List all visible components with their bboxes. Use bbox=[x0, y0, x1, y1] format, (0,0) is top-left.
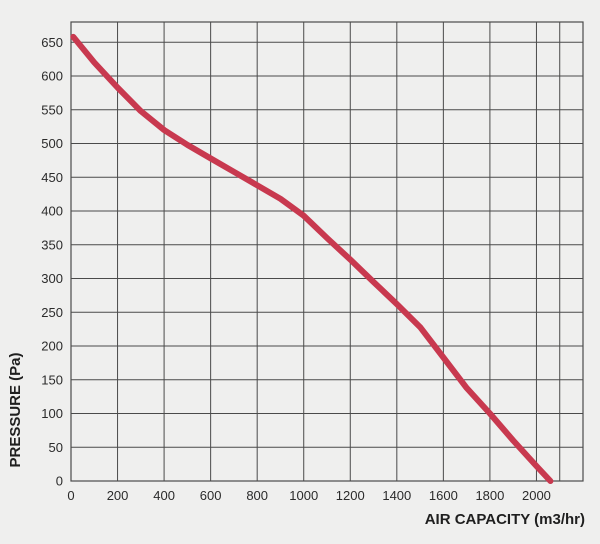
y-tick-label: 350 bbox=[41, 237, 63, 252]
y-tick-label: 200 bbox=[41, 339, 63, 354]
y-tick-label: 250 bbox=[41, 305, 63, 320]
y-tick-label: 600 bbox=[41, 69, 63, 84]
x-tick-label: 800 bbox=[246, 488, 268, 503]
x-tick-label: 400 bbox=[153, 488, 175, 503]
plot-frame bbox=[70, 21, 584, 482]
x-tick-label: 600 bbox=[200, 488, 222, 503]
x-axis-ticks: 0 200 400 600 800 1000 1200 1400 1600 1800 2000 bbox=[67, 488, 551, 503]
x-tick-label: 1400 bbox=[382, 488, 411, 503]
x-axis-title: AIR CAPACITY (m3/hr) bbox=[425, 511, 585, 528]
grid bbox=[70, 21, 584, 482]
y-axis-ticks: 0 50 100 150 200 250 300 350 400 450 500 550 600 650 bbox=[41, 35, 63, 489]
x-tick-label: 1200 bbox=[336, 488, 365, 503]
x-tick-label: 1600 bbox=[429, 488, 458, 503]
pressure-curve-line bbox=[70, 33, 554, 484]
y-axis-title: PRESSURE (Pa) bbox=[7, 352, 24, 467]
x-tick-label: 1000 bbox=[289, 488, 318, 503]
y-tick-label: 550 bbox=[41, 102, 63, 117]
y-tick-label: 450 bbox=[41, 170, 63, 185]
x-tick-label: 2000 bbox=[522, 488, 551, 503]
x-tick-label: 1800 bbox=[475, 488, 504, 503]
y-tick-label: 500 bbox=[41, 136, 63, 151]
y-tick-label: 400 bbox=[41, 204, 63, 219]
y-tick-label: 0 bbox=[56, 474, 63, 489]
y-tick-label: 650 bbox=[41, 35, 63, 50]
series-layer bbox=[70, 33, 554, 484]
y-tick-label: 100 bbox=[41, 406, 63, 421]
y-tick-label: 150 bbox=[41, 372, 63, 387]
x-tick-label: 0 bbox=[67, 488, 74, 503]
x-tick-label: 200 bbox=[107, 488, 129, 503]
y-tick-label: 300 bbox=[41, 271, 63, 286]
y-tick-label: 50 bbox=[49, 440, 63, 455]
